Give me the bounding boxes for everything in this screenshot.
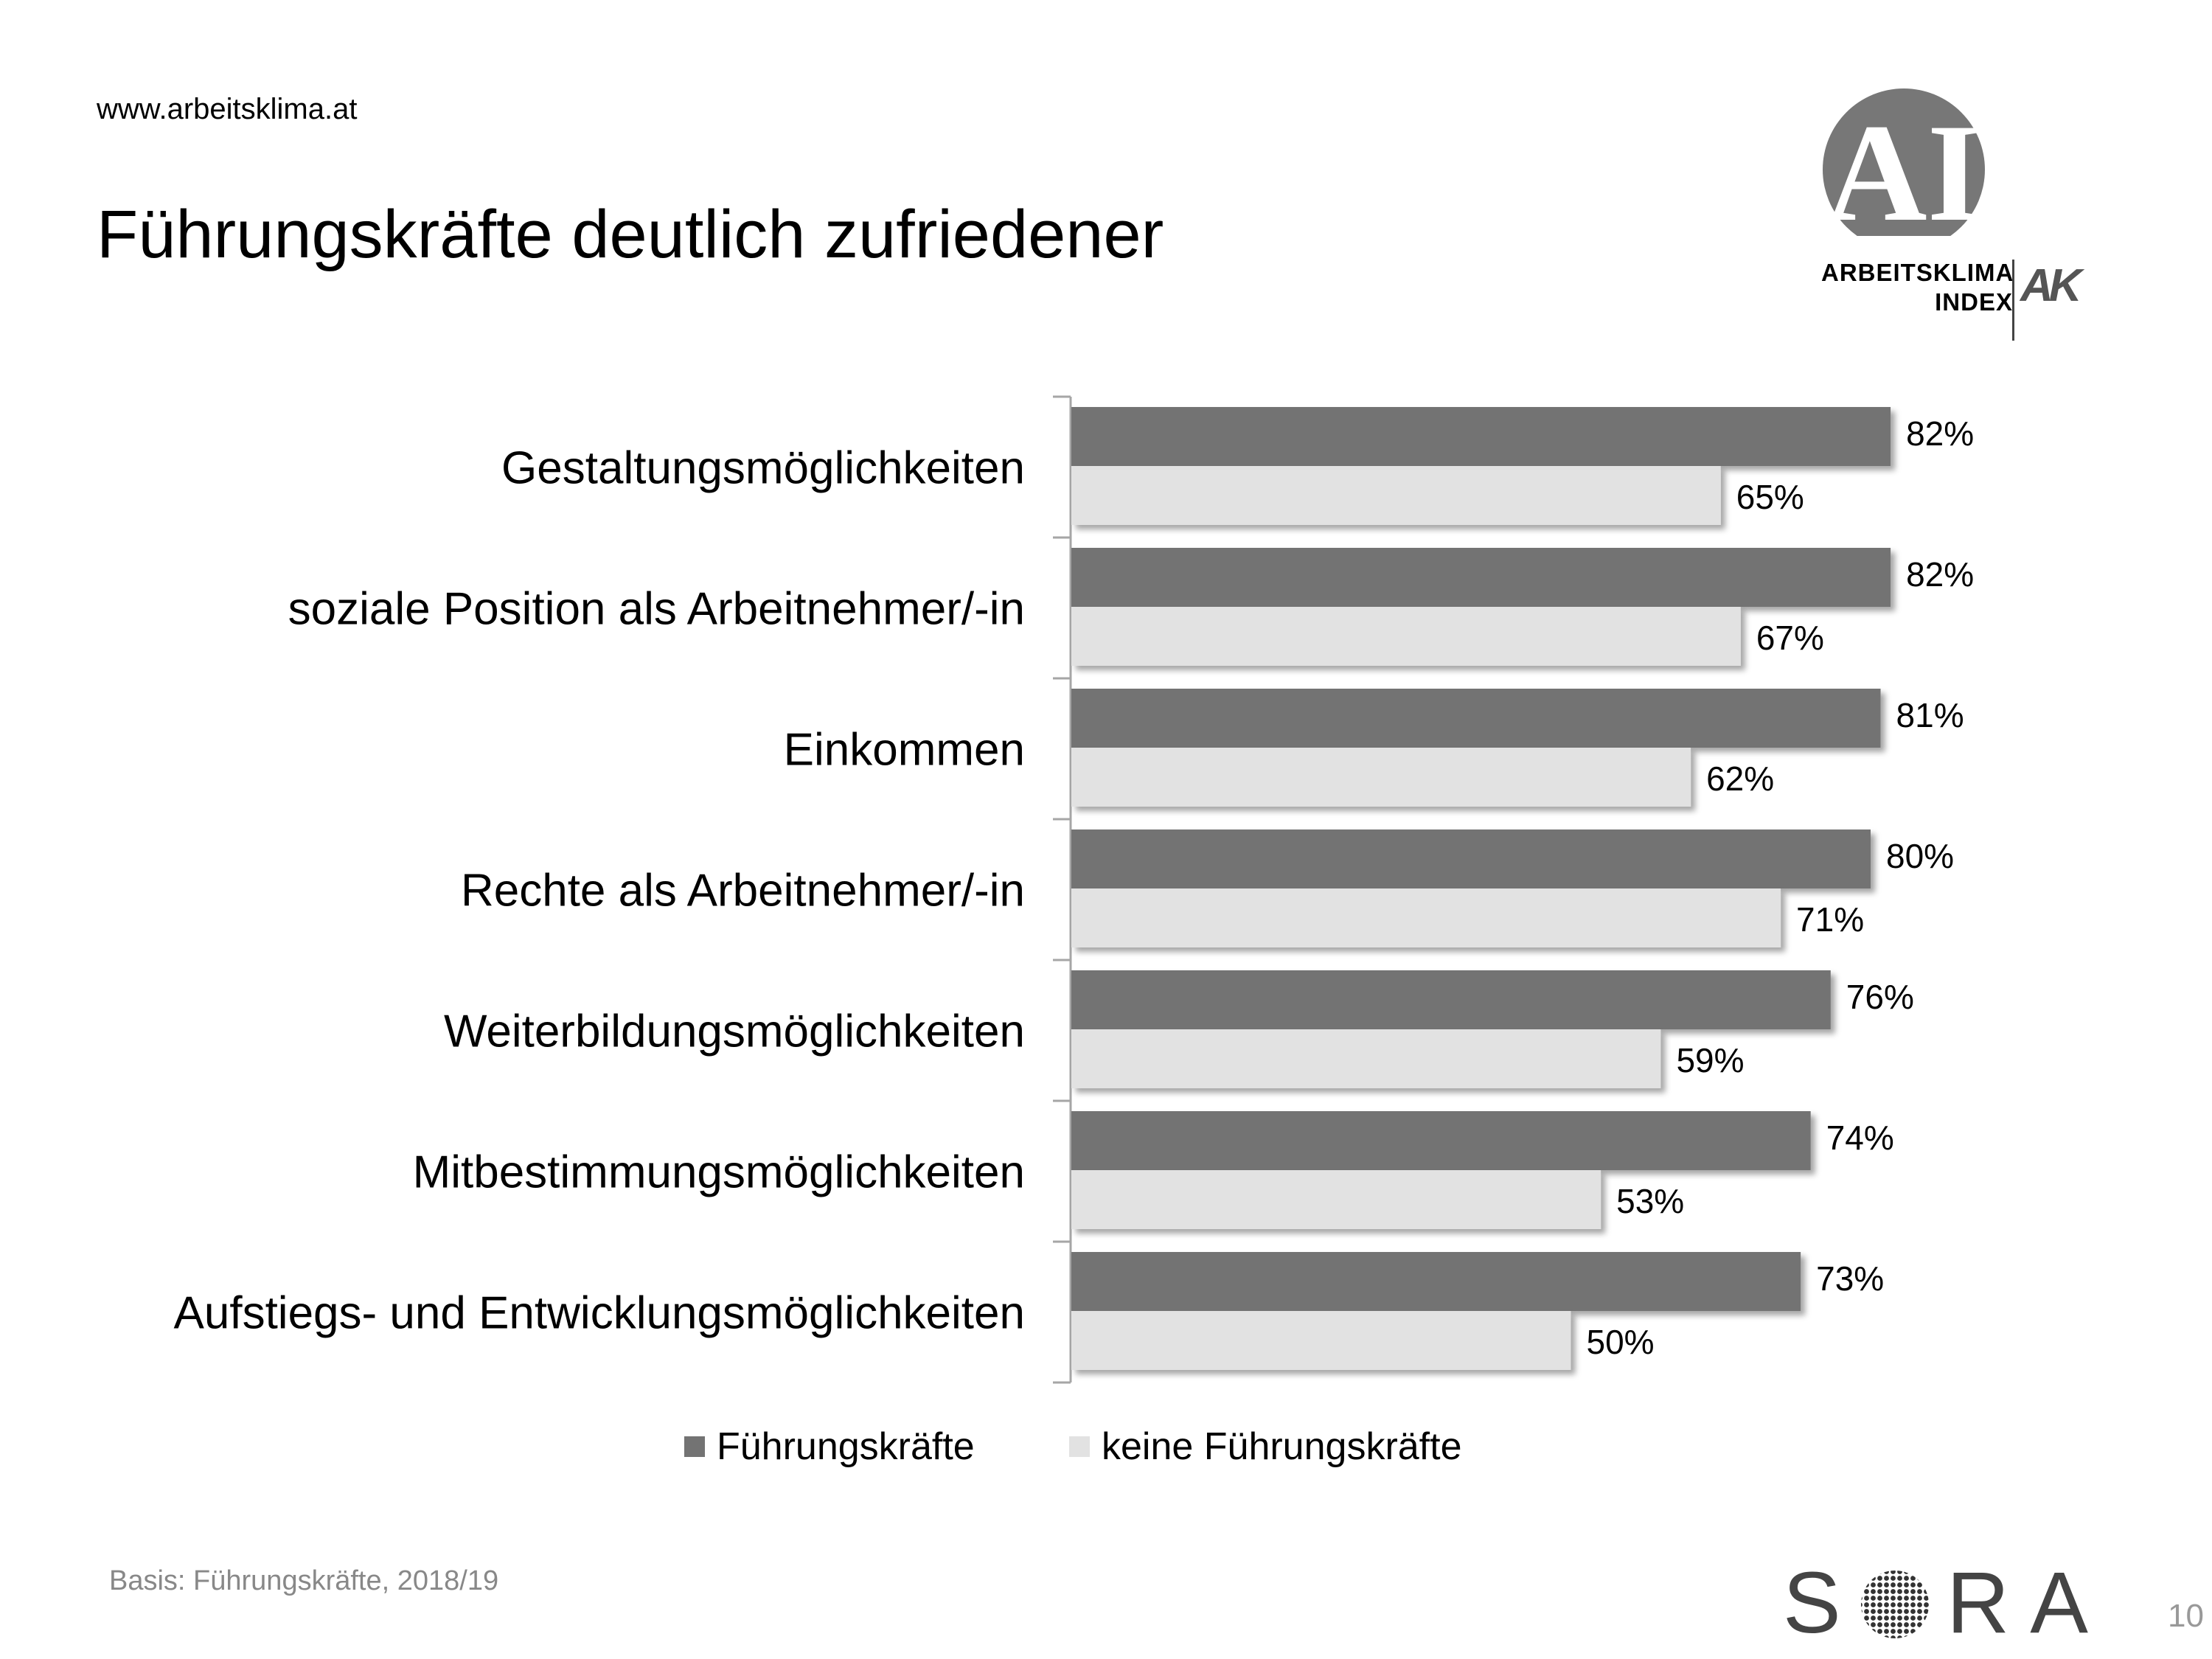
legend-swatch-keine-fuehrungskraefte bbox=[1069, 1436, 1090, 1457]
category-label: Aufstiegs- und Entwicklungsmöglichkeiten bbox=[174, 1288, 1025, 1339]
bar-keine-fuehrungskraefte bbox=[1071, 888, 1781, 947]
ak-logo: AK bbox=[2020, 260, 2082, 311]
legend-swatch-fuehrungskraefte bbox=[684, 1436, 705, 1457]
sora-letter-s: S bbox=[1783, 1562, 1841, 1643]
data-label: 82% bbox=[1906, 414, 1974, 453]
basis-note: Basis: Führungskräfte, 2018/19 bbox=[109, 1565, 499, 1596]
website-url: www.arbeitsklima.at bbox=[97, 93, 358, 125]
legend-item-keine-fuehrungskraefte: keine Führungskräfte bbox=[1069, 1425, 1462, 1469]
bar-fuehrungskraefte bbox=[1071, 548, 1891, 607]
sora-logo: S RA bbox=[1783, 1562, 2109, 1643]
bar-keine-fuehrungskraefte bbox=[1071, 748, 1691, 807]
page-number: 10 bbox=[2168, 1598, 2204, 1634]
category-label: Weiterbildungsmöglichkeiten bbox=[444, 1006, 1025, 1057]
data-label: 67% bbox=[1756, 619, 1824, 657]
bar-fuehrungskraefte bbox=[1071, 1252, 1801, 1311]
bar-keine-fuehrungskraefte bbox=[1071, 1170, 1601, 1229]
bar-keine-fuehrungskraefte bbox=[1071, 1311, 1571, 1370]
category-label: Mitbestimmungsmöglichkeiten bbox=[413, 1147, 1025, 1198]
logo-label-arbeitsklima: ARBEITSKLIMA bbox=[1821, 259, 2014, 286]
bar-fuehrungskraefte bbox=[1071, 970, 1831, 1029]
data-label: 62% bbox=[1706, 759, 1774, 798]
sora-letters-ra: RA bbox=[1947, 1562, 2109, 1643]
bar-fuehrungskraefte bbox=[1071, 689, 1881, 748]
bar-fuehrungskraefte bbox=[1071, 830, 1871, 888]
data-label: 65% bbox=[1736, 478, 1804, 516]
data-label: 74% bbox=[1826, 1119, 1894, 1157]
bar-fuehrungskraefte bbox=[1071, 407, 1891, 466]
legend-item-fuehrungskraefte: Führungskräfte bbox=[684, 1425, 975, 1469]
logo-divider bbox=[2012, 260, 2014, 341]
legend-label-fuehrungskraefte: Führungskräfte bbox=[717, 1425, 975, 1468]
data-label: 76% bbox=[1846, 978, 1914, 1016]
bar-keine-fuehrungskraefte bbox=[1071, 1029, 1661, 1088]
category-label: Gestaltungsmöglichkeiten bbox=[501, 443, 1025, 494]
ai-circle-icon: AI bbox=[1823, 88, 1985, 236]
logo-label-index: INDEX bbox=[1935, 288, 2013, 316]
category-label: soziale Position als Arbeitnehmer/-in bbox=[288, 584, 1025, 635]
data-label: 59% bbox=[1676, 1041, 1744, 1079]
data-label: 81% bbox=[1896, 696, 1964, 734]
page-title: Führungskräfte deutlich zufriedener bbox=[97, 197, 1164, 272]
data-label: 82% bbox=[1906, 555, 1974, 594]
sora-dotted-circle-icon bbox=[1861, 1571, 1929, 1638]
bar-keine-fuehrungskraefte bbox=[1071, 607, 1741, 666]
data-label: 71% bbox=[1796, 900, 1864, 939]
data-label: 80% bbox=[1886, 837, 1954, 875]
category-label: Rechte als Arbeitnehmer/-in bbox=[461, 866, 1025, 917]
bar-fuehrungskraefte bbox=[1071, 1111, 1811, 1170]
data-label: 73% bbox=[1816, 1259, 1884, 1298]
logo-mark: AI bbox=[1826, 96, 1981, 236]
data-label: 50% bbox=[1587, 1323, 1655, 1361]
legend-label-keine-fuehrungskraefte: keine Führungskräfte bbox=[1102, 1425, 1462, 1468]
data-label: 53% bbox=[1616, 1182, 1684, 1220]
category-label: Einkommen bbox=[784, 725, 1025, 776]
bar-keine-fuehrungskraefte bbox=[1071, 466, 1721, 525]
